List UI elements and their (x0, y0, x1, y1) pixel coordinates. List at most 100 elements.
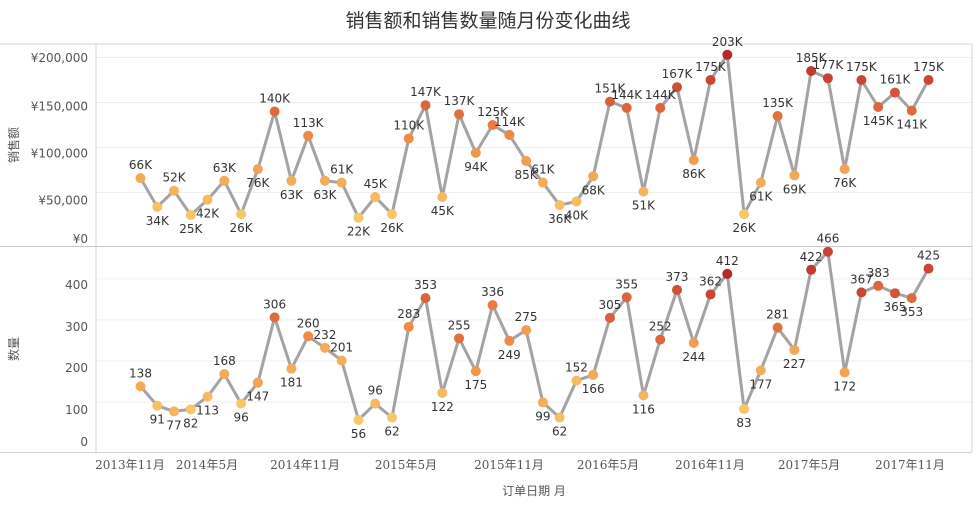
data-point (303, 130, 314, 141)
data-label: 62 (552, 425, 567, 439)
data-point (772, 111, 783, 121)
data-point (219, 175, 230, 186)
data-point (571, 375, 582, 386)
data-point (621, 102, 632, 113)
x-tick-label: 2016年5月 (577, 458, 639, 472)
data-point (353, 212, 364, 223)
data-label: 201 (330, 341, 353, 355)
y-tick-label: ¥200,000 (31, 51, 88, 65)
data-label: 63K (313, 188, 337, 202)
data-label: 147 (246, 390, 269, 404)
sales-panel: ¥0 ¥50,000 ¥100,000 ¥150,000 ¥200,000 销售额 (6, 51, 972, 246)
data-label: 466 (816, 232, 839, 246)
data-label: 77 (166, 418, 181, 432)
data-label: 355 (615, 277, 638, 291)
data-label: 42K (196, 207, 220, 221)
data-point (571, 196, 582, 207)
data-point (537, 397, 548, 408)
data-label: 26K (380, 221, 404, 235)
data-point (319, 175, 330, 186)
data-point (185, 210, 196, 220)
data-label: 25K (179, 222, 203, 236)
data-point (454, 109, 465, 120)
data-point (772, 322, 783, 333)
data-label: 110K (393, 119, 425, 133)
data-point (135, 173, 146, 184)
y-tick-label: 100 (65, 403, 88, 417)
data-point (219, 369, 230, 380)
data-label: 26K (733, 221, 757, 235)
data-label: 99 (535, 409, 550, 423)
data-label: 96 (368, 384, 383, 398)
data-point (537, 177, 548, 188)
data-label: 86K (682, 167, 706, 181)
data-point (504, 335, 515, 346)
data-point (705, 289, 716, 300)
data-point (286, 363, 297, 374)
data-label: 76K (246, 176, 270, 190)
data-point (202, 194, 213, 205)
data-label: 85K (515, 168, 539, 182)
data-label: 249 (498, 348, 521, 362)
data-point (319, 342, 330, 353)
y-tick-label: 400 (65, 278, 88, 292)
data-point (152, 201, 163, 212)
data-label: 62 (384, 425, 399, 439)
data-label: 168 (213, 354, 236, 368)
data-point (873, 280, 884, 291)
data-label: 166 (582, 382, 605, 396)
data-point (638, 186, 649, 197)
data-point (755, 177, 766, 188)
data-point (923, 75, 934, 85)
data-label: 61K (330, 163, 354, 177)
y-tick-label: 0 (80, 435, 88, 449)
data-label: 22K (347, 225, 371, 239)
data-point (152, 400, 163, 411)
data-point (873, 102, 884, 112)
data-point (487, 300, 498, 311)
data-label: 336 (481, 285, 504, 299)
y-tick-label: 300 (65, 320, 88, 334)
data-point (269, 312, 280, 323)
data-point (420, 293, 431, 304)
data-label: 26K (230, 221, 254, 235)
series-line (139, 250, 930, 422)
data-point (822, 246, 833, 257)
data-label: 305 (598, 298, 621, 312)
data-point (889, 87, 900, 98)
data-point (470, 147, 481, 158)
data-label: 227 (783, 357, 806, 371)
data-point (236, 398, 247, 409)
x-tick-label: 2014年11月 (270, 458, 340, 472)
data-point (655, 334, 666, 345)
y-tick-label: ¥100,000 (31, 147, 88, 161)
data-label: 383 (867, 266, 890, 280)
data-label: 91 (150, 413, 165, 427)
data-point (403, 321, 414, 332)
data-point (353, 415, 364, 426)
data-point (672, 284, 683, 295)
data-label: 113 (196, 404, 219, 418)
data-label: 281 (766, 308, 789, 322)
data-label: 34K (146, 214, 170, 228)
data-label: 244 (682, 350, 705, 364)
data-point (889, 288, 900, 299)
data-point (386, 209, 397, 220)
y-tick-label: ¥50,000 (38, 194, 88, 208)
data-point (236, 209, 247, 220)
data-point (739, 403, 750, 414)
data-label: 56 (351, 427, 366, 441)
data-label: 203K (712, 35, 744, 49)
data-point (722, 49, 733, 60)
data-label: 362 (699, 274, 722, 288)
data-label: 114K (494, 115, 526, 129)
data-point (688, 337, 699, 348)
data-label: 122 (431, 400, 454, 414)
data-point (336, 177, 347, 188)
data-label: 40K (565, 209, 589, 223)
data-point (604, 96, 615, 107)
data-point (554, 200, 565, 211)
data-label: 353 (900, 305, 923, 319)
